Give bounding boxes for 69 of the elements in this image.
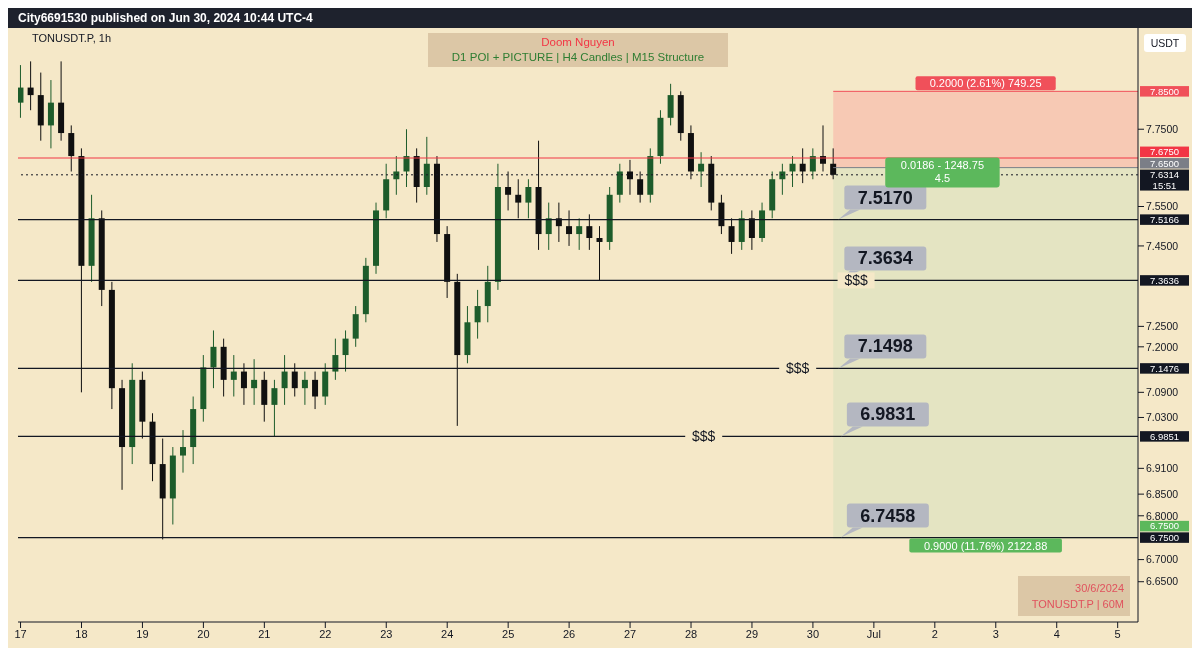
x-tick-label: 21 [258, 627, 271, 640]
y-tick-label: 7.0300 [1146, 411, 1179, 424]
y-axis-title: USDT [1150, 37, 1180, 49]
price-tag: 7.6500 [1140, 157, 1189, 169]
ref-line-label: 6.7500 [1149, 531, 1180, 543]
annotation: $$$ [844, 272, 868, 289]
x-tick-label: 19 [136, 627, 149, 640]
x-tick-label: 17 [14, 627, 27, 640]
band-label: 0.2000 (2.61%) 749.25 [929, 77, 1042, 90]
x-tick-label: 28 [684, 627, 698, 640]
title-box: Doom Nguyen D1 POI + PICTURE | H4 Candles | M15 Structure [428, 33, 728, 67]
y-tick-label: 7.5500 [1146, 200, 1179, 213]
price-tag: 6.9851 [1140, 430, 1189, 442]
annotation: 0.0186 - 1248.75 4.5 [900, 158, 985, 184]
annotation: TONUSDT.P, 1h [32, 32, 112, 44]
x-tick-label: 20 [197, 627, 210, 640]
price-tag: 6.7500 [1140, 531, 1189, 543]
y-tick-label: 7.0900 [1146, 386, 1179, 399]
annotation: $$$ [692, 428, 716, 445]
y-tick-label: 7.2000 [1146, 340, 1179, 353]
price-tag: 7.6750 [1140, 146, 1189, 158]
y-tick-label: 6.6500 [1146, 575, 1179, 588]
ref-line-label: 7.1476 [1149, 362, 1180, 374]
price-tag: 7.3636 [1140, 274, 1189, 286]
x-tick-label: 2 [931, 627, 938, 640]
y-tick-label: 6.7000 [1146, 553, 1179, 566]
price-tag: 6.7500 [1140, 520, 1189, 532]
ref-line-label: 6.9851 [1149, 430, 1180, 442]
price-tag: 7.5166 [1140, 213, 1189, 225]
x-tick-label: 30 [806, 627, 820, 640]
x-tick-label: 3 [992, 627, 999, 640]
x-tick-label: 26 [562, 627, 576, 640]
annotation: $$$ [786, 360, 810, 377]
annotation: 7.3634 [857, 248, 913, 269]
annotation: 7.5170 [857, 187, 913, 208]
price-tag: 7.8500 [1140, 85, 1189, 97]
x-tick-label: 5 [1114, 627, 1121, 640]
y-tick-label: 7.7500 [1146, 122, 1179, 135]
x-tick-label: 29 [745, 627, 759, 640]
annotation: 6.7458 [860, 505, 916, 526]
band-label: 0.9000 (11.76%) 2122.88 [923, 539, 1048, 552]
price-tag: 7.6314 15:51 [1140, 169, 1189, 191]
ref-line-label: 7.5166 [1149, 213, 1180, 225]
x-tick-label: 24 [441, 627, 454, 640]
x-tick-label: 23 [380, 627, 393, 640]
ref-line-label: 6.7500 [1149, 520, 1180, 532]
x-tick-label: 18 [75, 627, 88, 640]
y-tick-label: 7.2500 [1146, 320, 1179, 333]
annotation: 30/6/2024 [1075, 582, 1124, 594]
note-box: 30/6/2024 TONUSDT.P | 60M [1018, 576, 1130, 616]
annotation: TONUSDT.P | 60M [1031, 598, 1124, 610]
x-tick-label: 27 [623, 627, 637, 640]
text: City6691530 published on Jun 30, 2024 10:44 UTC-4 [8, 8, 1192, 28]
x-tick-label: 4 [1053, 627, 1060, 640]
ref-line-label: 7.6750 [1149, 146, 1180, 158]
y-tick-label: 6.8500 [1146, 487, 1179, 500]
ref-line-label: 7.8500 [1149, 85, 1180, 97]
annotation: 7.1498 [857, 336, 913, 357]
y-tick-label: 6.8000 [1146, 509, 1179, 522]
annotation: 6.9831 [860, 404, 916, 425]
ref-line-label: 7.3636 [1149, 274, 1180, 286]
ref-line-label: 7.6314 15:51 [1149, 169, 1180, 191]
x-tick-label: 25 [502, 627, 515, 640]
x-tick-label: Jul [866, 627, 881, 640]
ref-line-label: 7.6500 [1149, 157, 1180, 169]
price-tag: 7.1476 [1140, 362, 1189, 374]
x-tick-label: 22 [319, 627, 332, 640]
y-tick-label: 6.9100 [1146, 462, 1179, 475]
y-tick-label: 7.4500 [1146, 239, 1179, 252]
